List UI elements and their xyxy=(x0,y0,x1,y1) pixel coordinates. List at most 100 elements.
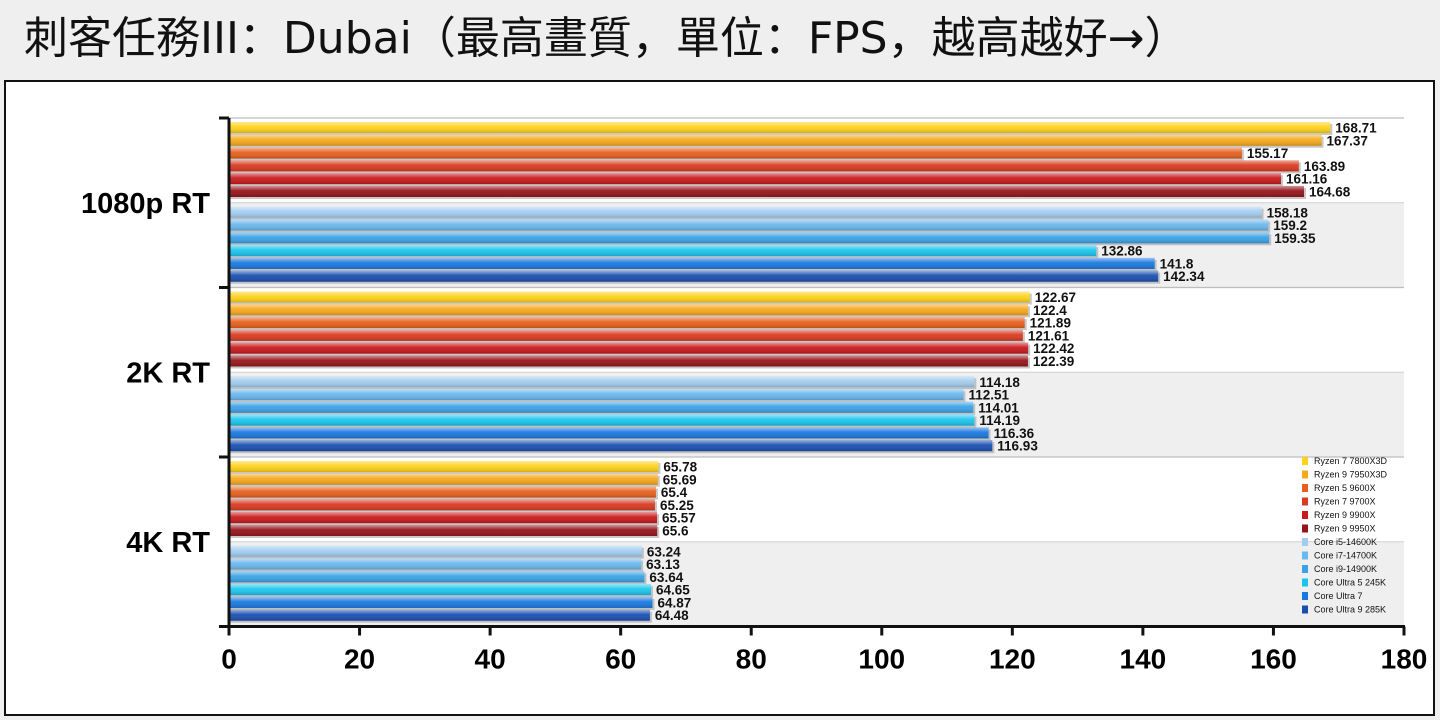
data-label: 155.17 xyxy=(1247,146,1288,161)
bar xyxy=(229,317,1027,331)
bar-highlight xyxy=(229,355,1028,367)
legend-label: Ryzen 9 9900X xyxy=(1314,510,1376,520)
category-label: 4K RT xyxy=(126,527,210,559)
data-label: 163.89 xyxy=(1304,159,1345,174)
bar-highlight xyxy=(229,160,1299,172)
data-label: 161.16 xyxy=(1286,172,1328,187)
x-tick-label: 20 xyxy=(344,644,375,675)
data-label: 114.19 xyxy=(979,413,1020,428)
data-label: 112.51 xyxy=(968,388,1009,403)
bar-highlight xyxy=(229,473,658,485)
bar xyxy=(229,609,652,623)
data-label: 64.48 xyxy=(655,608,689,623)
data-label: 132.86 xyxy=(1101,244,1143,259)
bar xyxy=(229,584,654,598)
category-label: 1080p RT xyxy=(81,188,210,220)
legend-swatch xyxy=(1302,538,1308,546)
bar xyxy=(229,401,976,415)
legend-swatch xyxy=(1302,578,1308,587)
data-label: 164.68 xyxy=(1309,184,1351,199)
x-tick-label: 80 xyxy=(736,644,767,675)
bar-highlight xyxy=(229,245,1097,257)
bar xyxy=(229,440,995,454)
bar xyxy=(229,389,966,403)
data-label: 121.89 xyxy=(1030,316,1071,331)
x-tick-label: 0 xyxy=(221,644,237,675)
bar xyxy=(229,414,977,428)
x-tick-label: 140 xyxy=(1120,644,1167,675)
x-tick-label: 40 xyxy=(475,644,506,675)
legend-item: Ryzen 5 9600X xyxy=(1302,483,1376,493)
legend-label: Core i7-14700K xyxy=(1314,551,1377,561)
axes: 1080p RT 2K RT 4K RT 0 20 40 60 80 100 120 140 160 1… xyxy=(81,116,1427,675)
chart-frame: 168.71 167.37 155.17 163.89 161.16 164.68 158.… xyxy=(4,80,1435,716)
bar-highlight xyxy=(229,401,974,413)
legend-label: Ryzen 5 9600X xyxy=(1314,483,1376,493)
data-label: 116.36 xyxy=(994,426,1035,441)
legend-label: Ryzen 7 9700X xyxy=(1314,497,1376,507)
title-bar: 刺客任務III：Dubai（最高畫質，單位：FPS，越高越好→） xyxy=(0,0,1440,80)
data-label: 168.71 xyxy=(1335,121,1377,136)
bar-highlight xyxy=(229,206,1262,218)
legend-label: Ryzen 9 9950X xyxy=(1314,524,1376,534)
bar xyxy=(229,304,1030,318)
bar xyxy=(229,291,1032,305)
data-label: 64.87 xyxy=(657,595,691,610)
bar xyxy=(229,329,1025,343)
bar xyxy=(229,512,660,526)
legend-item: Ryzen 9 9950X xyxy=(1302,524,1376,534)
bar-highlight xyxy=(229,232,1270,244)
bar-highlight xyxy=(229,461,659,473)
bar-highlight xyxy=(229,414,975,426)
bar xyxy=(229,558,644,572)
legend-label: Core Ultra 5 245K xyxy=(1314,578,1386,588)
bar-highlight xyxy=(229,147,1242,159)
bar-highlight xyxy=(229,376,975,388)
data-label: 65.57 xyxy=(662,511,696,526)
legend-item: Core i5-14600K xyxy=(1302,537,1377,547)
data-label: 65.4 xyxy=(661,485,688,500)
bar xyxy=(229,245,1099,259)
legend-label: Core i5-14600K xyxy=(1314,537,1377,547)
chart-title: 刺客任務III：Dubai（最高畫質，單位：FPS，越高越好→） xyxy=(24,13,1189,64)
bar xyxy=(229,160,1301,174)
legend-label: Core Ultra 7 xyxy=(1314,591,1363,601)
x-tick-label: 160 xyxy=(1250,644,1297,675)
data-label: 114.18 xyxy=(979,375,1020,390)
data-label: 122.42 xyxy=(1033,341,1074,356)
bar-highlight xyxy=(229,389,964,401)
legend-swatch xyxy=(1302,592,1308,600)
bar-highlight xyxy=(229,304,1028,316)
bar xyxy=(229,473,660,487)
data-label: 167.37 xyxy=(1327,133,1368,148)
category-label: 2K RT xyxy=(126,357,210,389)
legend-item: Core Ultra 9 285K xyxy=(1302,605,1386,615)
legend-label: Core Ultra 9 285K xyxy=(1314,605,1386,615)
bar-highlight xyxy=(229,291,1030,303)
bar-highlight xyxy=(229,122,1331,134)
legend-item: Ryzen 9 9900X xyxy=(1302,510,1376,520)
bar-highlight xyxy=(229,486,656,498)
bar xyxy=(229,185,1306,199)
bar-highlight xyxy=(229,499,655,511)
bar xyxy=(229,376,977,390)
legend-swatch xyxy=(1302,605,1308,614)
bar-highlight xyxy=(229,317,1025,329)
bar-highlight xyxy=(229,524,658,536)
x-tick-label: 120 xyxy=(989,644,1036,675)
x-tick-label: 60 xyxy=(605,644,636,675)
bar xyxy=(229,232,1272,246)
data-label: 121.61 xyxy=(1028,328,1070,343)
legend-swatch xyxy=(1302,565,1308,573)
bar xyxy=(229,355,1030,369)
bar xyxy=(229,342,1031,356)
legend-item: Core i7-14700K xyxy=(1302,551,1377,561)
data-label: 63.64 xyxy=(649,570,683,585)
data-label: 116.93 xyxy=(997,439,1038,454)
data-label: 114.01 xyxy=(978,400,1019,415)
data-label: 159.2 xyxy=(1273,218,1307,233)
bar xyxy=(229,545,644,559)
bar xyxy=(229,486,658,500)
bar-highlight xyxy=(229,173,1282,185)
